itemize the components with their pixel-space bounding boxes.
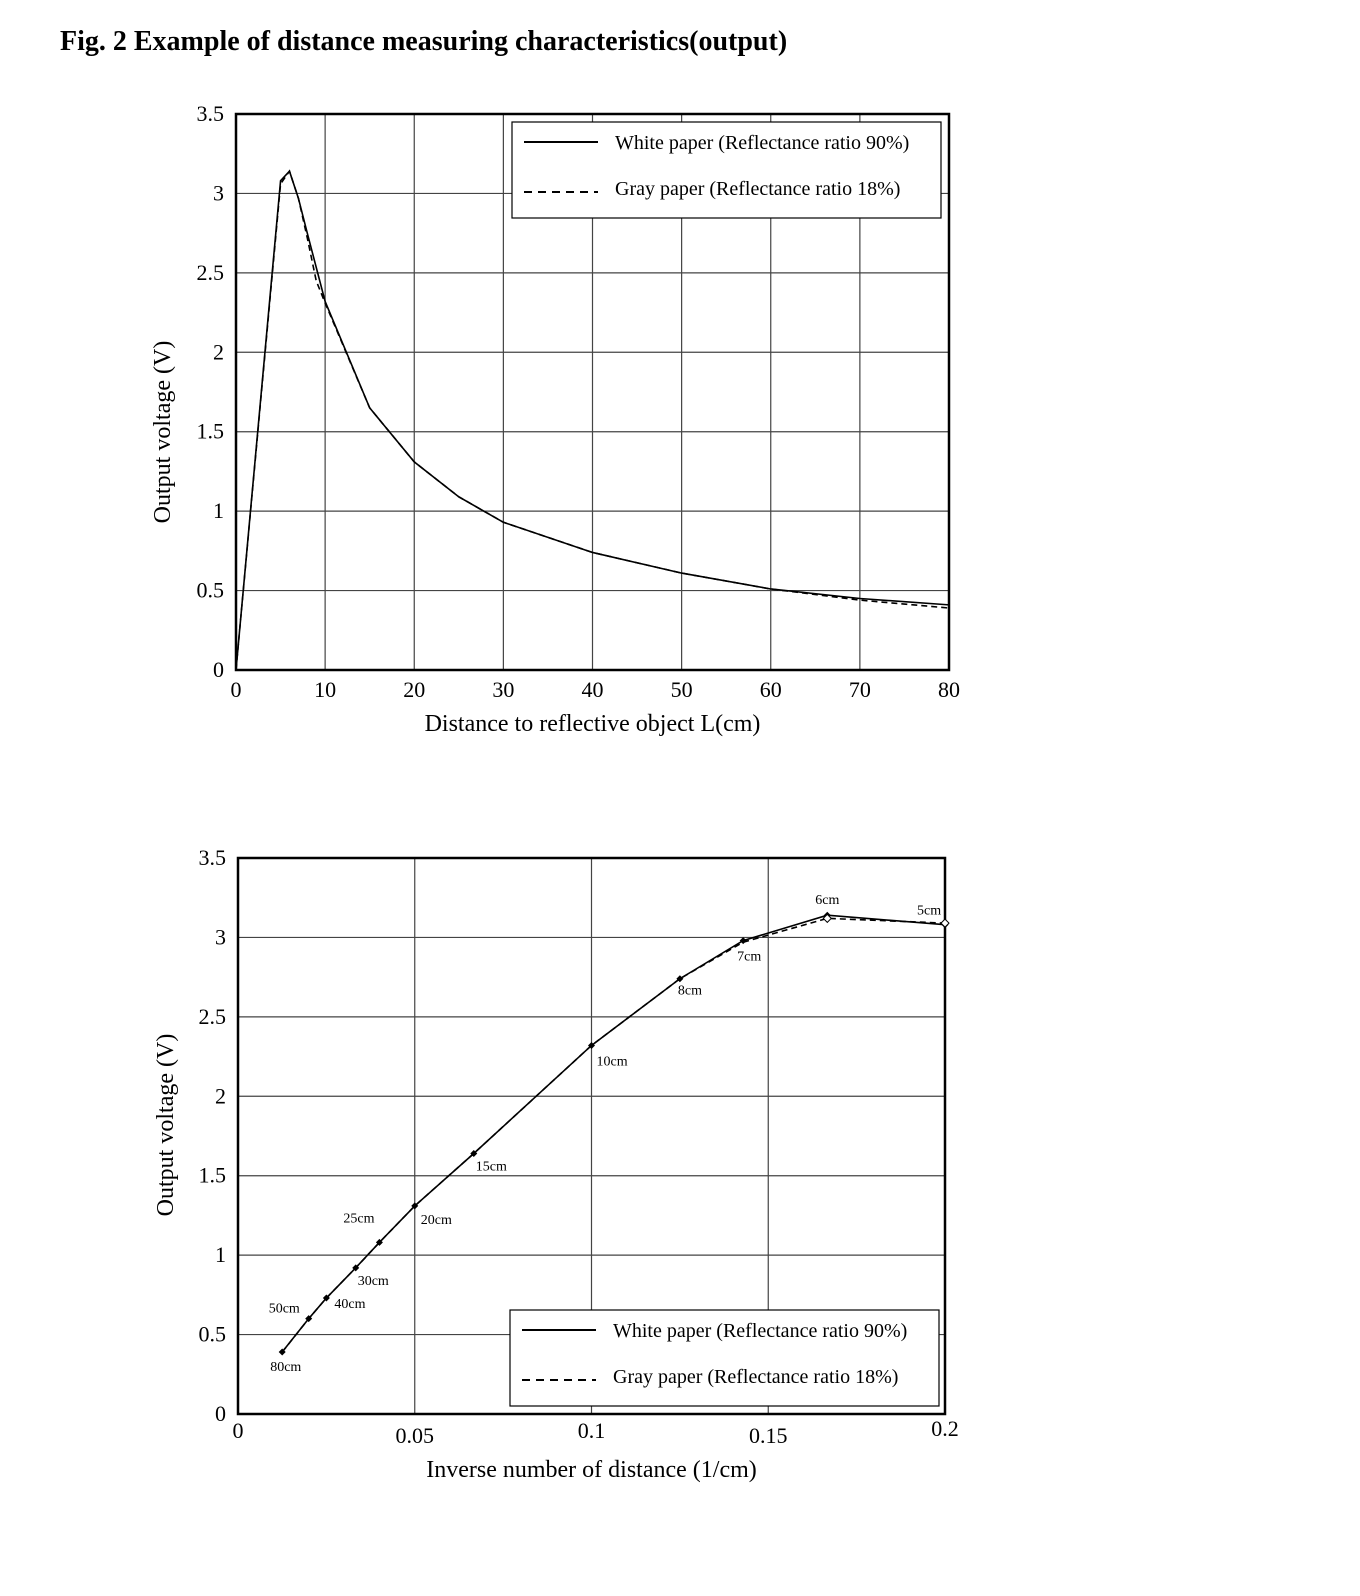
chart-1: 0 10 20 30 40 50 60 70 80 0 0.5 1 1.5 2 2.5 3 3.5 Distanc… [150, 101, 960, 737]
y-tick-label: 0.5 [197, 578, 225, 603]
data-point-marker [470, 1149, 478, 1157]
data-point-marker [940, 918, 950, 928]
x-tick-label: 0.2 [931, 1416, 959, 1441]
y-tick-label: 3 [215, 924, 226, 949]
point-label: 20cm [421, 1213, 452, 1228]
x-axis-label: Inverse number of distance (1/cm) [426, 1457, 757, 1483]
point-label: 7cm [737, 950, 761, 965]
data-point-marker [305, 1315, 313, 1323]
x-tick-label: 50 [671, 677, 693, 702]
figure-title: Fig. 2 Example of distance measuring cha… [60, 26, 788, 57]
legend-label: White paper (Reflectance ratio 90%) [613, 1320, 907, 1342]
point-label: 10cm [597, 1054, 628, 1069]
plot-frame [236, 856, 947, 1416]
data-point-marker [375, 1238, 383, 1246]
x-axis-label: Distance to reflective object L(cm) [425, 711, 761, 737]
legend: White paper (Reflectance ratio 90%) Gray … [509, 1309, 940, 1407]
chart-2: 0 0.05 0.1 0.15 0.2 0 0.5 1 1.5 2 2.5 3 3.5 Inverse n… [153, 845, 959, 1483]
point-label: 40cm [334, 1297, 365, 1312]
legend: White paper (Reflectance ratio 90%) Gray … [511, 121, 942, 219]
series-line-white-paper [281, 914, 946, 1353]
data-point-marker [588, 1041, 595, 1049]
y-tick-label: 3 [213, 180, 224, 205]
point-label: 25cm [343, 1211, 374, 1226]
y-tick-label: 0 [213, 657, 224, 682]
legend-box [509, 1309, 940, 1407]
y-tick-label: 1 [213, 498, 224, 523]
x-tick-label: 30 [492, 677, 514, 702]
point-label: 50cm [269, 1302, 300, 1317]
data-point-marker [352, 1264, 360, 1272]
x-tick-label: 0 [231, 677, 242, 702]
y-axis-label: Output voltage (V) [153, 1034, 179, 1217]
y-tick-label: 1 [215, 1242, 226, 1267]
y-tick-label: 0.5 [199, 1322, 227, 1347]
x-tick-label: 0.05 [396, 1423, 435, 1448]
y-tick-label: 2 [213, 339, 224, 364]
x-tick-label: 20 [403, 677, 425, 702]
x-tick-label: 0.1 [578, 1418, 606, 1443]
x-tick-label: 60 [760, 677, 782, 702]
legend-label: Gray paper (Reflectance ratio 18%) [613, 1366, 898, 1388]
point-label: 30cm [358, 1274, 389, 1289]
x-tick-label: 0.15 [749, 1423, 788, 1448]
series-line-white-paper [235, 169, 950, 671]
data-point-marker [822, 913, 832, 924]
x-tick-label: 10 [314, 677, 336, 702]
point-label: 5cm [917, 904, 941, 919]
y-axis-label: Output voltage (V) [150, 341, 176, 524]
point-label: 6cm [815, 893, 839, 908]
legend-label: White paper (Reflectance ratio 90%) [615, 132, 909, 154]
y-tick-label: 1.5 [197, 419, 225, 444]
point-label: 80cm [270, 1360, 301, 1375]
point-label: 15cm [476, 1159, 507, 1174]
plot-frame [234, 112, 951, 672]
y-tick-label: 1.5 [199, 1163, 227, 1188]
y-tick-label: 2.5 [197, 260, 225, 285]
x-tick-label: 70 [849, 677, 871, 702]
x-tick-label: 0 [233, 1418, 244, 1443]
data-point-marker [739, 937, 747, 945]
data-point-marker [676, 975, 684, 983]
point-label: 8cm [678, 984, 702, 999]
data-point-marker [278, 1348, 286, 1356]
x-tick-label: 80 [938, 677, 960, 702]
legend-label: Gray paper (Reflectance ratio 18%) [615, 178, 900, 200]
y-tick-label: 2.5 [199, 1004, 227, 1029]
data-point-marker [411, 1202, 419, 1210]
data-point-marker [322, 1294, 330, 1302]
y-tick-label: 3.5 [197, 101, 225, 126]
y-tick-label: 3.5 [199, 845, 227, 870]
x-tick-label: 40 [582, 677, 604, 702]
y-tick-label: 0 [215, 1401, 226, 1426]
legend-box [511, 121, 942, 219]
y-tick-label: 2 [215, 1083, 226, 1108]
